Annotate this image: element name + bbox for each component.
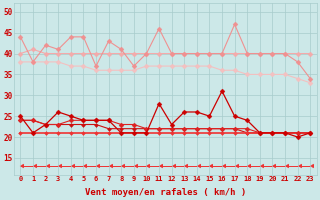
X-axis label: Vent moyen/en rafales ( km/h ): Vent moyen/en rafales ( km/h )	[85, 188, 246, 197]
